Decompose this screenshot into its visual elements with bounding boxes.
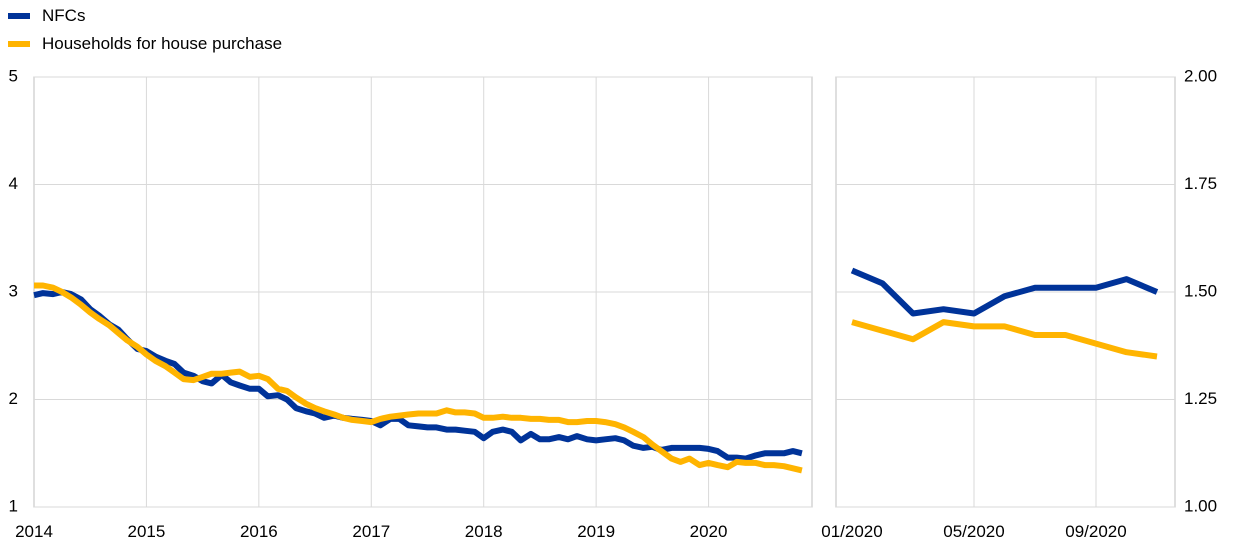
right-x-tick-label: 01/2020 [821,522,882,541]
left-y-tick-label: 1 [9,496,18,515]
right-y-tick-label: 2.00 [1184,66,1217,85]
legend-swatch-nfcs [8,13,30,19]
legend-swatch-households [8,41,30,47]
right-x-tick-label: 05/2020 [943,522,1004,541]
right-y-tick-label: 1.00 [1184,496,1217,515]
left-x-tick-label: 2015 [128,522,166,541]
legend-item-households: Households for house purchase [8,30,282,58]
left-x-tick-label: 2019 [577,522,615,541]
right-y-tick-label: 1.75 [1184,174,1217,193]
right-series-line-nfcs [850,267,1159,317]
left-x-tick-label: 2016 [240,522,278,541]
left-series-line-households [34,282,803,474]
right-y-tick-label: 1.25 [1184,389,1217,408]
left-y-tick-label: 4 [9,174,18,193]
legend-label-nfcs: NFCs [42,6,86,25]
right-x-tick-label: 09/2020 [1065,522,1126,541]
right-series-line-households [851,319,1158,360]
left-y-tick-label: 5 [9,66,18,85]
left-x-tick-label: 2017 [352,522,390,541]
legend-label-households: Households for house purchase [42,34,283,53]
legend: NFCs Households for house purchase [8,2,282,58]
legend-item-nfcs: NFCs [8,2,282,30]
left-y-tick-label: 2 [9,389,18,408]
left-x-tick-label: 2018 [465,522,503,541]
left-series-line-nfcs [33,289,803,462]
left-x-tick-label: 2014 [15,522,53,541]
right-y-tick-label: 1.50 [1184,281,1217,300]
left-y-tick-label: 3 [9,281,18,300]
left-x-tick-label: 2020 [690,522,728,541]
